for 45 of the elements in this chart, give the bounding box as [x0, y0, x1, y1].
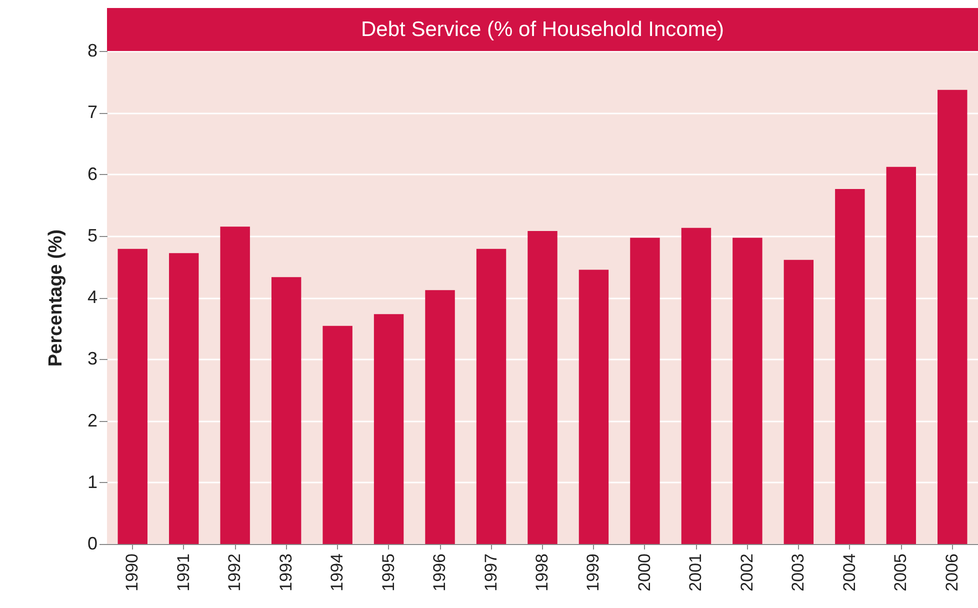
bar	[528, 230, 558, 544]
bar	[220, 226, 250, 544]
y-tick-label: 5	[87, 225, 98, 246]
bar	[835, 189, 865, 544]
y-tick-label: 8	[87, 40, 98, 60]
chart-title: Debt Service (% of Household Income)	[107, 8, 978, 51]
y-tick-label: 7	[87, 102, 98, 122]
x-tick-label: 1991	[174, 554, 193, 592]
y-tick-label: 6	[87, 164, 98, 184]
x-tick-label: 1993	[276, 554, 296, 592]
x-tick-label: 1996	[430, 554, 450, 592]
bar	[168, 253, 199, 544]
bar	[630, 238, 660, 544]
bar	[732, 238, 762, 544]
bar	[322, 326, 352, 544]
bar	[886, 166, 916, 544]
x-tick-label: 2006	[942, 554, 962, 592]
x-tick-label: 1995	[378, 554, 398, 592]
bar	[938, 90, 968, 544]
y-tick-label: 4	[87, 287, 98, 307]
y-tick-label: 1	[87, 472, 98, 492]
y-axis-title: Percentage (%)	[45, 229, 66, 367]
bar	[425, 290, 455, 544]
bar	[578, 270, 609, 544]
x-tick-label: 2002	[737, 554, 756, 592]
y-tick-label: 2	[87, 410, 98, 430]
y-tick-label: 0	[87, 534, 98, 554]
x-tick-label: 1998	[532, 554, 552, 592]
bar	[681, 228, 712, 544]
x-tick-label: 1990	[122, 554, 142, 592]
x-tick-label: 2004	[840, 554, 859, 592]
x-tick-label: 1994	[328, 554, 347, 592]
bar	[271, 277, 302, 544]
x-tick-label: 1992	[225, 554, 244, 592]
x-tick-label: 2005	[891, 554, 910, 592]
bar	[118, 248, 148, 544]
x-tick-label: 1999	[584, 554, 603, 592]
x-tick-label: 2001	[686, 554, 706, 592]
x-tick-label: 2003	[788, 554, 808, 592]
x-tick-label: 2000	[634, 554, 654, 592]
x-tick-label: 1997	[481, 554, 500, 592]
bar	[784, 260, 814, 544]
y-tick-label: 3	[87, 348, 98, 369]
bar	[374, 314, 404, 544]
bar	[476, 248, 506, 544]
